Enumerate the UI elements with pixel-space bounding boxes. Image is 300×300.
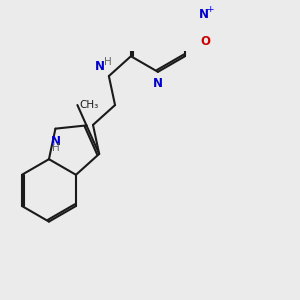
Text: H: H (52, 143, 59, 153)
Text: N: N (50, 135, 60, 148)
Text: +: + (206, 5, 214, 14)
Text: O: O (200, 35, 210, 48)
Text: H: H (103, 57, 111, 67)
Text: N: N (199, 8, 208, 21)
Text: CH₃: CH₃ (80, 100, 99, 110)
Text: N: N (95, 59, 105, 73)
Text: N: N (153, 77, 163, 90)
